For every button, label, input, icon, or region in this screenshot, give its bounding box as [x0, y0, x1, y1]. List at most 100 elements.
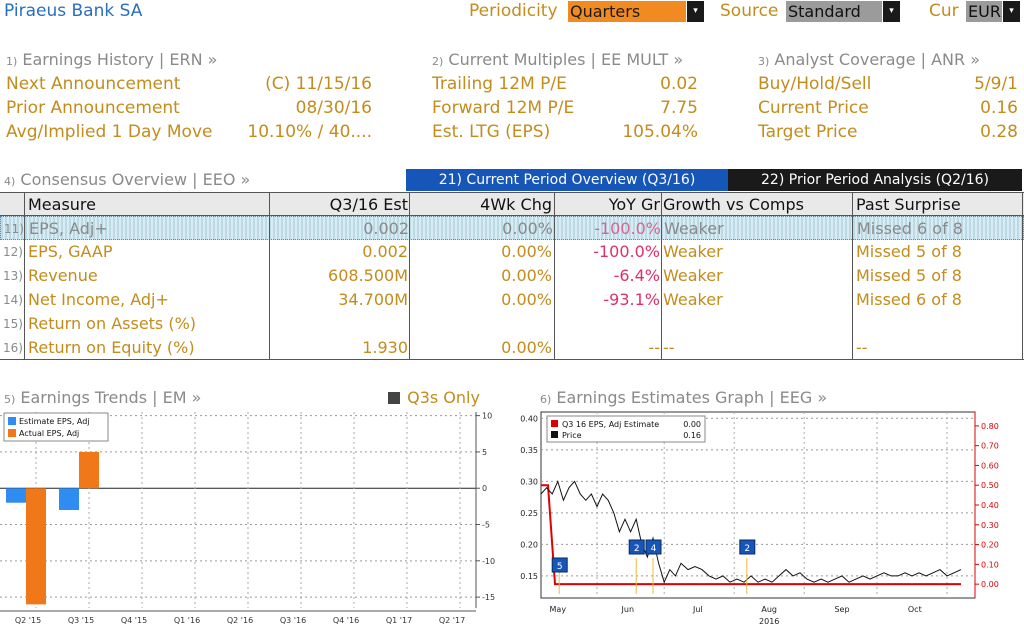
row-surprise: Missed 5 of 8: [856, 266, 962, 285]
current-multiples-panel: 2) Current Multiples | EE MULT » Trailin…: [428, 48, 708, 148]
y-tick-label: -5: [482, 521, 490, 530]
earnings-estimates-graph-link[interactable]: 6) Earnings Estimates Graph | EEG »: [540, 388, 827, 407]
column-divider: [1022, 192, 1023, 360]
row-surprise: --: [856, 338, 868, 357]
y-tick-label: 0.15: [520, 572, 538, 581]
avg-move-value: 10.10% / 40....: [247, 122, 372, 142]
col-growth[interactable]: Growth vs Comps: [663, 195, 804, 214]
legend-value: 0.16: [683, 431, 701, 440]
bar: [6, 488, 26, 503]
column-divider: [554, 192, 555, 360]
table-row[interactable]: 13) Revenue 608.500M 0.00% -6.4% Weaker …: [0, 264, 1024, 288]
legend-value: 0.00: [683, 420, 701, 429]
y-tick-label: 0.50: [981, 481, 999, 490]
row-surprise: Missed 5 of 8: [856, 242, 962, 261]
earnings-history-link[interactable]: 1) Earnings History | ERN »: [6, 50, 217, 69]
current-price-label: Current Price: [758, 98, 869, 118]
currency-label: Cur: [929, 1, 959, 21]
panel-title: Analyst Coverage | ANR »: [774, 50, 981, 69]
event-marker: [739, 539, 756, 555]
row-number: 16): [3, 341, 23, 355]
target-price-label: Target Price: [758, 122, 858, 142]
table-header: Measure Q3/16 Est 4Wk Chg YoY Gr Growth …: [0, 192, 1024, 216]
col-surprise[interactable]: Past Surprise: [856, 195, 961, 214]
panel-title: Earnings History | ERN »: [22, 50, 218, 69]
col-measure[interactable]: Measure: [28, 195, 96, 214]
col-chg[interactable]: 4Wk Chg: [480, 195, 552, 214]
x-tick-label: Aug: [761, 605, 777, 614]
plot-area: [540, 411, 976, 599]
bar: [59, 488, 79, 510]
y-tick-label: 0.80: [981, 422, 999, 431]
source-select[interactable]: Standard ▾: [786, 1, 900, 22]
legend-label: Actual EPS, Adj: [19, 429, 79, 438]
table-row[interactable]: 16) Return on Equity (%) 1.930 0.00% -- …: [0, 336, 1024, 360]
legend-box: [3, 412, 109, 442]
legend-swatch: [551, 431, 558, 438]
earnings-trends-link[interactable]: 5) Earnings Trends | EM »: [4, 388, 201, 407]
x-tick-label: Sep: [834, 605, 849, 614]
event-marker-label: 2: [634, 544, 640, 554]
event-marker-label: 5: [557, 562, 563, 572]
y-tick-label: -10: [482, 557, 495, 566]
row-growth: --: [663, 338, 675, 357]
consensus-overview-link[interactable]: 4) Consensus Overview | EEO »: [4, 170, 250, 189]
row-surprise: Missed 6 of 8: [857, 219, 963, 238]
x-tick-label: Jul: [692, 605, 703, 614]
currency-select[interactable]: EUR ▾: [966, 1, 1020, 22]
buy-hold-sell-label: Buy/Hold/Sell: [758, 74, 872, 94]
col-est[interactable]: Q3/16 Est: [329, 195, 408, 214]
event-marker-label: 2: [744, 544, 750, 554]
x-tick-label: Jun: [621, 605, 635, 614]
target-price-value: 0.28: [980, 122, 1018, 142]
panel-number: 5): [4, 393, 16, 406]
row-yoy: -100.0%: [593, 242, 660, 261]
row-growth: Weaker: [663, 290, 723, 309]
row-chg: 0.00%: [502, 219, 553, 238]
legend-swatch: [551, 420, 558, 427]
row-growth: Weaker: [663, 266, 723, 285]
row-est: 0.002: [363, 219, 409, 238]
x-tick-label: Q4 '15: [121, 616, 147, 625]
table-row[interactable]: 12) EPS, GAAP 0.002 0.00% -100.0% Weaker…: [0, 240, 1024, 264]
next-announcement-value: (C) 11/15/16: [265, 74, 372, 94]
table-row[interactable]: 11) EPS, Adj+ 0.002 0.00% -100.0% Weaker…: [0, 216, 1024, 240]
y-tick-label: 0.20: [520, 540, 538, 549]
panel-number: 3): [758, 55, 770, 68]
row-est: 1.930: [362, 338, 408, 357]
y-tick-label: 0.30: [981, 521, 999, 530]
y-tick-label: -15: [482, 593, 495, 602]
forward-pe-value: 7.75: [660, 98, 698, 118]
row-chg: 0.00%: [501, 242, 552, 261]
col-yoy[interactable]: YoY Gr: [608, 195, 660, 214]
chevron-down-icon: ▾: [1003, 1, 1020, 22]
row-growth: Weaker: [663, 242, 723, 261]
column-divider: [409, 192, 410, 360]
legend-label: Price: [562, 431, 582, 440]
prior-announcement-label: Prior Announcement: [6, 98, 180, 118]
price-line: [540, 479, 962, 584]
current-multiples-link[interactable]: 2) Current Multiples | EE MULT »: [432, 50, 683, 69]
tab-current-period[interactable]: 21) Current Period Overview (Q3/16): [406, 169, 728, 191]
event-marker: [628, 539, 645, 555]
q3s-only-label: Q3s Only: [407, 388, 480, 407]
table-row[interactable]: 14) Net Income, Adj+ 34.700M 0.00% -93.1…: [0, 288, 1024, 312]
row-chg: 0.00%: [501, 266, 552, 285]
analyst-coverage-link[interactable]: 3) Analyst Coverage | ANR »: [758, 50, 980, 69]
legend-label: Estimate EPS, Adj: [19, 417, 90, 426]
analyst-coverage-panel: 3) Analyst Coverage | ANR » Buy/Hold/Sel…: [754, 48, 1022, 148]
panel-number: 1): [6, 55, 18, 68]
earnings-trends-chart: 10 5 0 -5 -10 -15 Q2 '15 Q3 '15 Q4 '15 Q1 '16 Q2 '…: [0, 412, 495, 625]
q3s-only-toggle[interactable]: Q3s Only: [388, 387, 480, 407]
periodicity-select[interactable]: Quarters ▾: [568, 1, 704, 22]
row-number: 15): [3, 317, 23, 331]
currency-value: EUR: [966, 1, 1002, 22]
event-marker: [551, 557, 568, 573]
current-price-value: 0.16: [980, 98, 1018, 118]
table-row[interactable]: 15) Return on Assets (%): [0, 312, 1024, 336]
checkbox-icon: [388, 391, 400, 404]
row-number: 13): [3, 269, 23, 283]
tab-prior-period[interactable]: 22) Prior Period Analysis (Q2/16): [728, 169, 1022, 191]
row-est: 608.500M: [328, 266, 408, 285]
row-surprise: Missed 6 of 8: [856, 290, 962, 309]
